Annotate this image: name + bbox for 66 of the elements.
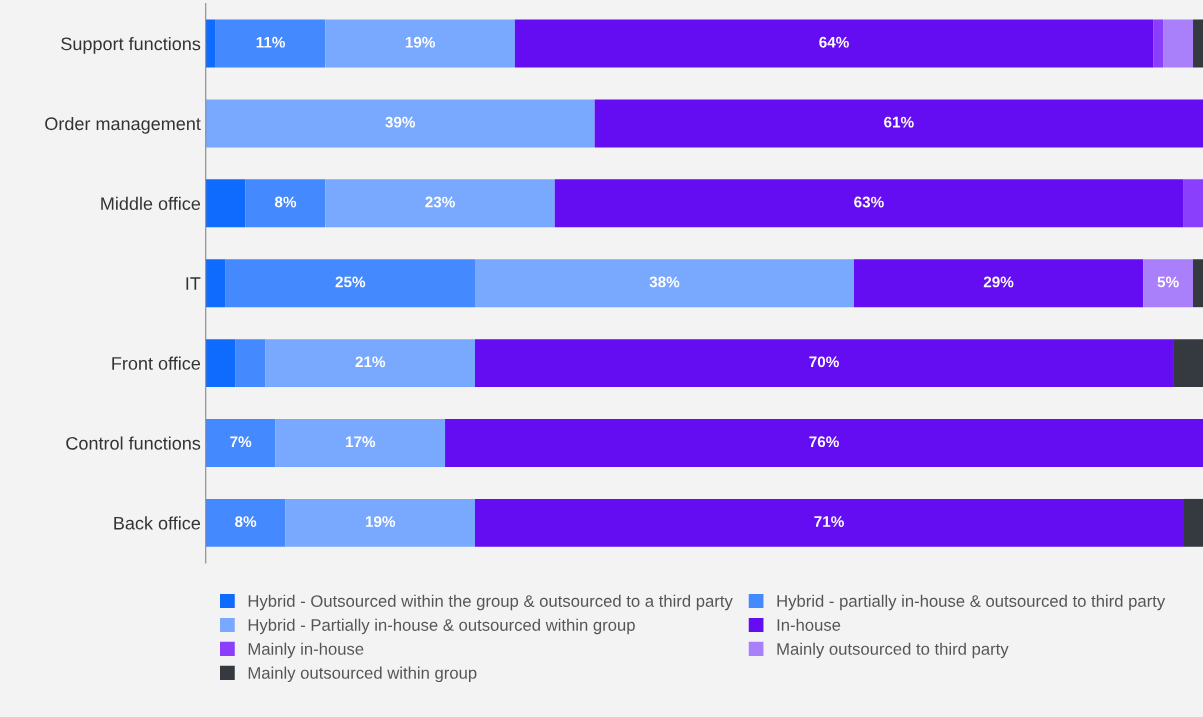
legend-label: Mainly outsourced within group xyxy=(248,666,477,683)
data-label: 70% xyxy=(809,356,839,368)
bar xyxy=(474,339,1174,388)
legend-label: Mainly in-house xyxy=(248,642,364,659)
bar xyxy=(1143,259,1194,308)
data-label: 19% xyxy=(405,36,436,48)
data-label: 63% xyxy=(854,196,884,208)
bar xyxy=(235,339,266,388)
bar xyxy=(205,419,276,467)
data-label: 64% xyxy=(819,36,849,48)
data-label: 19% xyxy=(365,516,396,527)
bar xyxy=(594,99,1203,148)
bar xyxy=(514,19,1154,68)
bar xyxy=(205,498,286,547)
bar xyxy=(205,19,216,68)
data-label: 38% xyxy=(649,276,680,288)
y-tick-label: Back office xyxy=(114,516,201,530)
data-label: 61% xyxy=(884,116,914,128)
bar xyxy=(245,179,326,228)
y-tick-label: IT xyxy=(186,277,201,290)
y-tick-label: Support functions xyxy=(61,36,201,54)
legend-label: Hybrid - Outsourced within the group & outsourced to a third party xyxy=(248,594,733,611)
data-label: 7% xyxy=(230,436,252,448)
y-tick-label: Front office xyxy=(112,356,201,370)
data-label: 8% xyxy=(274,196,297,208)
data-label: 17% xyxy=(345,436,376,448)
bar xyxy=(325,179,555,228)
data-label: 76% xyxy=(809,436,839,448)
bar xyxy=(1193,19,1203,68)
bar xyxy=(853,259,1144,308)
bar xyxy=(205,179,246,228)
legend-label: In-house xyxy=(777,618,841,631)
bar xyxy=(205,99,595,148)
bar xyxy=(1163,19,1194,68)
bar xyxy=(554,179,1184,228)
bar xyxy=(474,259,854,308)
bar xyxy=(205,259,226,308)
bar xyxy=(474,498,1184,547)
bar xyxy=(1193,259,1203,308)
bar xyxy=(1183,179,1203,228)
bar xyxy=(225,259,475,308)
data-label: 8% xyxy=(235,516,257,527)
bar xyxy=(265,339,475,388)
bar xyxy=(215,19,326,68)
bar xyxy=(205,339,236,388)
bar xyxy=(325,19,515,68)
bar xyxy=(1183,498,1203,547)
legend-label: Hybrid - Partially in-house & outsourced within group xyxy=(248,618,635,635)
bar xyxy=(275,419,446,467)
data-label: 5% xyxy=(1157,276,1179,288)
data-label: 11% xyxy=(256,36,285,48)
data-label: 23% xyxy=(425,196,455,208)
bar xyxy=(445,419,1203,467)
bar xyxy=(1153,19,1164,68)
y-tick-label: Order management xyxy=(45,116,201,134)
data-label: 29% xyxy=(983,276,1014,288)
data-label: 39% xyxy=(385,116,416,128)
y-tick-label: Control functions xyxy=(66,436,201,450)
bar xyxy=(1173,339,1203,388)
data-label: 21% xyxy=(355,356,386,368)
data-label: 25% xyxy=(335,276,366,288)
y-tick-label: Middle office xyxy=(101,196,201,211)
bar xyxy=(285,498,475,547)
legend-label: Hybrid - partially in-house & outsourced to third party xyxy=(777,594,1166,611)
data-label: 71% xyxy=(814,516,844,527)
legend-label: Mainly outsourced to third party xyxy=(777,642,1009,659)
